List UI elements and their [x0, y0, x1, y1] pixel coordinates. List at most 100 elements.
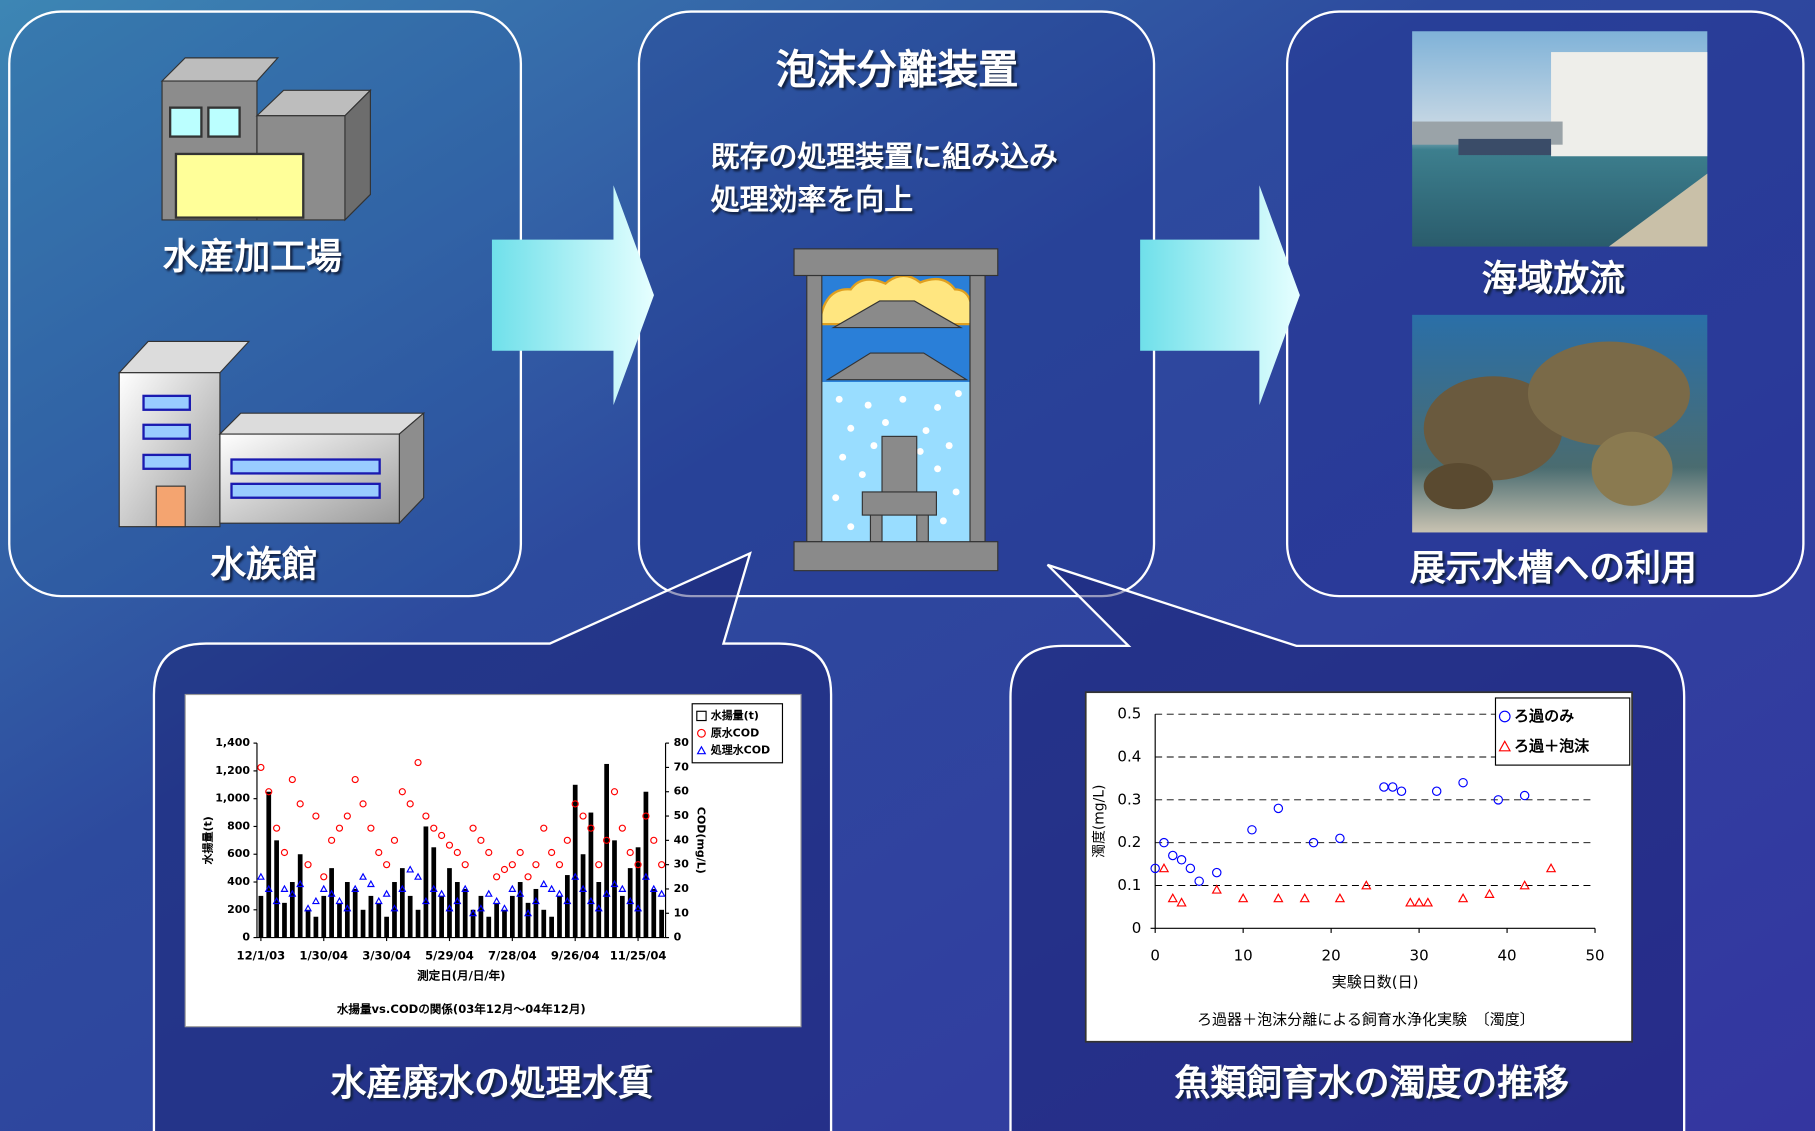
marker	[414, 872, 423, 880]
foam-separator-icon	[793, 248, 999, 572]
marker	[634, 904, 643, 912]
marker	[634, 861, 642, 869]
marker	[493, 873, 501, 881]
bar	[462, 888, 468, 938]
bar	[478, 895, 484, 938]
y2-tick-label: 80	[674, 736, 690, 749]
marker	[1247, 825, 1257, 835]
marker	[610, 879, 619, 888]
marker	[335, 824, 344, 832]
x-tick-label: 12/1/03	[237, 949, 286, 963]
marker	[383, 861, 391, 869]
marker	[548, 848, 556, 857]
marker	[398, 788, 406, 796]
y-tick-label: 1,200	[215, 764, 250, 777]
usage-label: 海域放流	[1482, 259, 1626, 300]
marker	[1150, 863, 1160, 874]
marker	[1212, 867, 1222, 878]
y-tick-label: 800	[227, 819, 250, 832]
description-line: 処理効率を向上	[711, 183, 913, 217]
marker	[563, 896, 572, 905]
bar	[572, 784, 578, 938]
marker	[587, 824, 595, 832]
chart-caption: 水産廃水の処理水質	[330, 1063, 653, 1104]
bar	[266, 791, 272, 938]
slide-content: 水産加工場 水族館 泡沫分離装置 既存の処理装置に組み込み 処理効率を向上 海域…	[8, 10, 1805, 1131]
marker	[649, 884, 658, 892]
marker	[1158, 862, 1170, 873]
marker	[327, 889, 336, 897]
marker	[438, 831, 446, 840]
bar	[352, 888, 358, 938]
marker	[508, 861, 516, 869]
marker	[579, 884, 588, 892]
chart-caption: 魚類飼育水の濁度の推移	[1174, 1063, 1569, 1104]
x-axis-label: 測定日(月/日/年)	[417, 968, 505, 982]
y2-tick-label: 50	[674, 809, 690, 822]
marker	[453, 896, 462, 905]
marker	[422, 812, 430, 820]
bar	[549, 916, 554, 938]
marker	[445, 904, 454, 912]
marker	[461, 861, 469, 869]
marker	[429, 884, 438, 892]
x-tick-label: 10	[1234, 947, 1253, 965]
marker	[359, 872, 368, 880]
marker	[657, 889, 666, 897]
y-axis-label: 濁度(mg/L)	[1092, 785, 1108, 858]
bar	[454, 882, 460, 938]
bar	[643, 791, 649, 938]
marker	[500, 865, 509, 874]
marker	[1211, 884, 1222, 894]
marker	[406, 800, 414, 808]
y-tick-label: 0.2	[1117, 833, 1141, 851]
bar	[337, 902, 342, 938]
marker	[320, 873, 328, 881]
marker	[257, 763, 265, 772]
marker	[650, 836, 658, 844]
y2-tick-label: 0	[674, 931, 682, 944]
y-tick-label: 600	[227, 847, 250, 860]
bar	[604, 763, 609, 938]
marker	[351, 775, 359, 784]
marker	[312, 812, 320, 820]
y-tick-label: 0.4	[1117, 748, 1141, 766]
marker	[1396, 786, 1407, 797]
bar	[274, 840, 279, 938]
legend-marker	[696, 710, 707, 722]
marker	[288, 889, 297, 897]
center-title: 泡沫分離装置	[776, 45, 1019, 93]
y2-tick-label: 30	[674, 858, 690, 871]
marker	[658, 861, 666, 869]
bar	[596, 882, 602, 938]
marker	[359, 800, 367, 808]
marker	[1335, 833, 1345, 844]
facility-label: 水族館	[210, 543, 318, 585]
marker	[586, 896, 595, 905]
x-tick-label: 30	[1410, 947, 1429, 965]
y-tick-label: 0.1	[1117, 876, 1141, 894]
marker	[603, 836, 611, 844]
marker	[1299, 892, 1310, 903]
aquarium-icon	[117, 340, 426, 528]
marker	[366, 879, 375, 888]
marker	[516, 848, 524, 857]
marker	[540, 824, 548, 832]
marker	[610, 788, 619, 796]
marker	[296, 800, 304, 808]
marker	[477, 836, 485, 844]
marker	[1545, 862, 1557, 873]
marker	[532, 861, 540, 869]
marker	[280, 848, 289, 857]
bar	[376, 902, 382, 938]
y-tick-label: 400	[227, 875, 250, 888]
marker	[461, 884, 470, 892]
bar	[533, 888, 539, 938]
y-tick-label: 0	[242, 931, 250, 944]
marker	[618, 884, 627, 892]
marker	[343, 812, 351, 820]
chart: 0 0.1 0.2 0.3 0.4 0.5 0 10 20 30 40 50 実験日数(日) 濁度(mg/…	[1092, 697, 1631, 1028]
marker	[642, 812, 650, 820]
arrow	[1140, 185, 1300, 406]
bar	[627, 868, 633, 938]
